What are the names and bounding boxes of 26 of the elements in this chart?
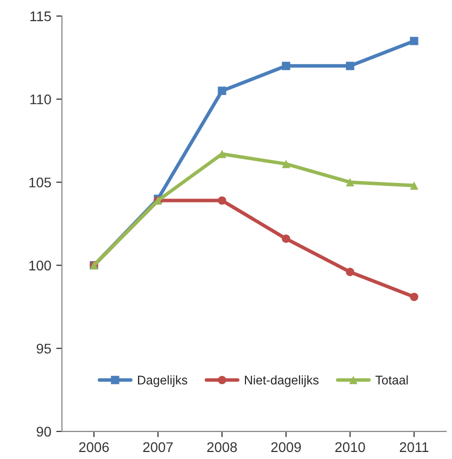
y-tick-label: 90 [36, 426, 51, 437]
point [218, 86, 226, 96]
legend-label: Dagelijks [138, 375, 188, 387]
y-tick-label: 105 [29, 178, 51, 188]
point [410, 36, 418, 46]
x-tick-label: 2007 [143, 442, 173, 452]
y-tick-label: 100 [29, 260, 51, 270]
x-tick-label: 2011 [400, 442, 428, 452]
x-tick-label: 2010 [335, 442, 365, 452]
x-tick-label: 2006 [79, 442, 109, 452]
legend-label: Niet-dagelijks [244, 375, 319, 387]
point [346, 62, 354, 70]
x-tick-label: 2008 [207, 442, 237, 452]
point [282, 160, 290, 168]
legend-label: Totaal [376, 375, 408, 385]
point [346, 178, 354, 186]
point [346, 268, 354, 276]
x-tick-label: 2009 [271, 442, 301, 452]
point [218, 196, 226, 205]
point [410, 181, 418, 190]
y-tick-label: 110 [30, 94, 51, 104]
point [282, 62, 290, 70]
y-tick-label: 115 [30, 12, 51, 22]
y-tick-label: 95 [36, 344, 51, 354]
point [282, 234, 290, 243]
point [410, 292, 418, 302]
